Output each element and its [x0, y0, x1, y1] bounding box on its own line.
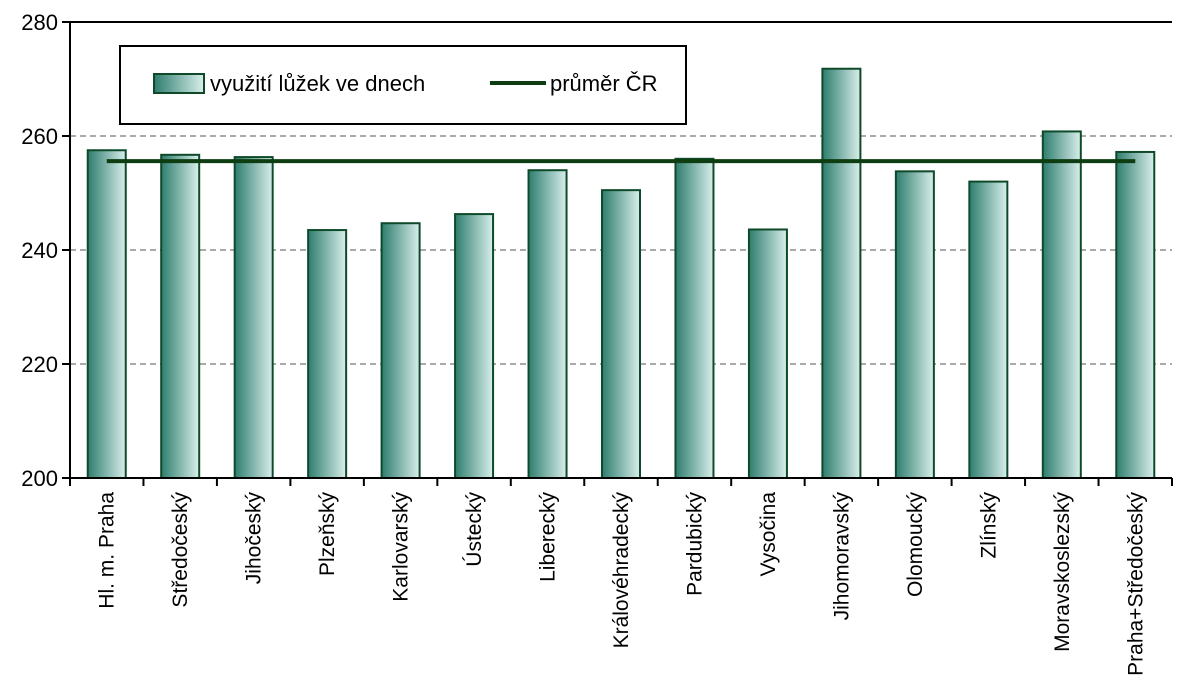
- y-tick-label: 240: [21, 238, 58, 263]
- legend-label-bars: využití lůžek ve dnech: [210, 71, 425, 96]
- bar: [233, 156, 274, 479]
- y-tick-label: 220: [21, 352, 58, 377]
- bar: [968, 180, 1009, 479]
- bar: [1041, 130, 1082, 479]
- x-category-label: Liberecký: [537, 492, 560, 582]
- x-category-label: Středočeský: [169, 492, 192, 608]
- x-category-label: Jihočeský: [243, 492, 266, 585]
- x-category-label: Vysočina: [757, 492, 780, 577]
- bar: [86, 149, 127, 479]
- bar: [454, 213, 495, 479]
- x-category-label: Ústecký: [463, 492, 486, 567]
- bar: [674, 157, 715, 480]
- bar: [527, 169, 568, 479]
- bar: [1115, 150, 1156, 480]
- x-category-label: Moravskoslezský: [1051, 492, 1074, 652]
- x-category-label: Olomoucký: [904, 492, 927, 598]
- bar: [380, 222, 421, 479]
- bar: [601, 189, 641, 479]
- x-category-label: Pardubický: [683, 492, 706, 596]
- x-category-label: Plzeňský: [316, 492, 339, 577]
- x-category-label: Praha+Středočeský: [1124, 492, 1147, 676]
- bar: [747, 228, 788, 479]
- x-category-label: Zlínský: [977, 492, 1000, 559]
- legend-bar-swatch: [153, 73, 205, 94]
- bar: [307, 229, 348, 479]
- x-category-label: Královéhradecký: [610, 492, 633, 649]
- bar: [160, 153, 201, 479]
- x-category-label: Hl. m. Praha: [96, 492, 119, 609]
- x-category-label: Jihomoravský: [830, 492, 853, 621]
- y-tick-label: 200: [21, 466, 58, 491]
- y-tick-label: 260: [21, 124, 58, 149]
- legend-box: [119, 45, 687, 125]
- x-category-label: Karlovarský: [390, 492, 413, 602]
- legend-label-line: průměr ČR: [550, 71, 658, 96]
- y-tick-label: 280: [21, 10, 58, 35]
- bar: [821, 67, 862, 480]
- bar: [894, 170, 935, 479]
